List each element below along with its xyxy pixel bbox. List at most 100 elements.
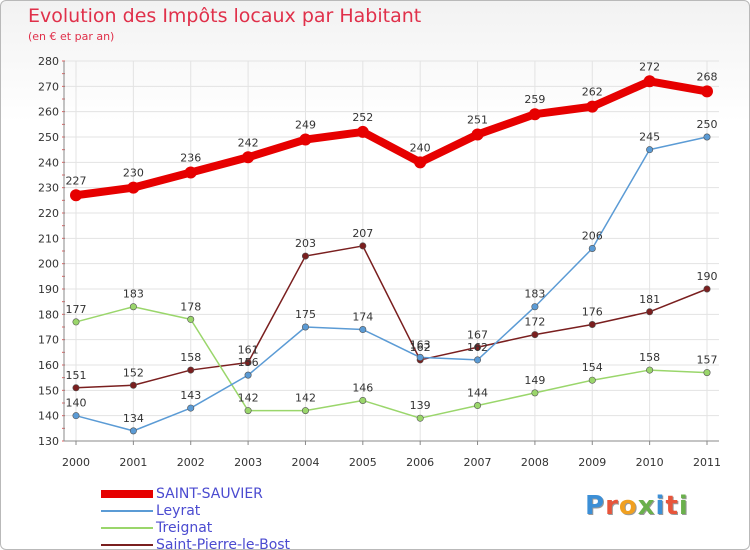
data-point-saint-sauvier [528,108,541,121]
series-line-treignat [75,305,708,419]
data-point-saint-pierre-le-bost [72,384,80,392]
y-tick-label: 150 [38,384,59,397]
data-point-saint-sauvier [184,166,197,179]
data-point-leyrat [646,146,654,154]
y-tick-label: 140 [38,410,59,423]
data-point-treignat [301,407,309,415]
data-point-leyrat [703,133,711,141]
data-point-saint-pierre-le-bost [703,285,711,293]
x-tick-label: 2009 [578,456,606,469]
y-tick-label: 160 [38,359,59,372]
data-label-treignat: 149 [524,374,545,387]
data-point-treignat [531,389,539,397]
data-point-leyrat [301,323,309,331]
data-label-treignat: 177 [66,303,87,316]
data-point-saint-sauvier [586,100,599,113]
data-label-treignat: 139 [410,399,431,412]
series-line-leyrat [75,136,708,432]
data-label-saint-sauvier: 262 [582,86,603,99]
data-label-leyrat: 206 [582,229,603,242]
data-point-treignat [359,396,367,404]
data-point-leyrat [474,356,482,364]
data-point-saint-pierre-le-bost [588,320,596,328]
data-point-treignat [646,366,654,374]
data-label-leyrat: 183 [524,288,545,301]
x-tick-label: 2008 [521,456,549,469]
data-point-saint-pierre-le-bost [474,343,482,351]
data-label-treignat: 183 [123,288,144,301]
data-label-saint-sauvier: 251 [467,113,488,126]
data-label-saint-sauvier: 230 [123,167,144,180]
data-point-leyrat [416,353,424,361]
axes: 130 140 150 160 170 180 190 200 210 220 230 240 250 2… [38,55,721,469]
x-tick-label: 2011 [693,456,721,469]
data-label-saint-sauvier: 252 [352,111,373,124]
legend-label-saint-pierre-le-bost: Saint-Pierre-le-Bost [156,537,291,550]
series-line-saint-sauvier [72,77,711,200]
data-label-treignat: 146 [352,381,373,394]
series-line-saint-pierre-le-bost [75,245,708,389]
data-point-treignat [244,407,252,415]
data-label-leyrat: 250 [697,118,718,131]
data-labels: 151 1521581612032071621671721761811901771… [66,60,718,425]
grid-lines [64,60,719,442]
data-label-saint-pierre-le-bost: 158 [180,351,201,364]
data-label-saint-sauvier: 268 [697,70,718,83]
data-point-treignat [416,414,424,422]
data-label-saint-sauvier: 249 [295,119,316,132]
data-point-leyrat [244,371,252,379]
data-label-treignat: 158 [639,351,660,364]
data-point-saint-pierre-le-bost [301,252,309,260]
data-point-saint-sauvier [242,151,255,164]
data-label-leyrat: 174 [352,311,373,324]
series-lines [70,75,713,435]
proxiti-logo: Proxiti [585,491,689,521]
data-label-leyrat: 245 [639,131,660,144]
data-label-leyrat: 162 [467,341,488,354]
data-label-saint-pierre-le-bost: 162 [410,341,431,354]
data-label-treignat: 154 [582,361,603,374]
x-tick-label: 2003 [234,456,262,469]
data-label-treignat: 178 [180,300,201,313]
data-label-treignat: 144 [467,387,488,400]
data-point-leyrat [72,412,80,420]
data-point-treignat [129,303,137,311]
data-point-saint-pierre-le-bost [244,358,252,366]
data-point-saint-pierre-le-bost [531,331,539,339]
x-tick-label: 2005 [349,456,377,469]
data-point-saint-sauvier [414,156,427,169]
chart-subtitle: (en € et par an) [28,30,115,43]
y-tick-label: 210 [38,232,59,245]
y-tick-label: 230 [38,182,59,195]
data-label-saint-sauvier: 242 [238,136,259,149]
data-label-leyrat: 156 [238,356,259,369]
x-tick-label: 2007 [464,456,492,469]
data-label-saint-pierre-le-bost: 172 [524,316,545,329]
data-point-saint-sauvier [356,125,369,138]
data-point-leyrat [129,427,137,435]
legend-swatch-saint-pierre-le-bost [101,544,153,546]
data-point-treignat [72,318,80,326]
data-label-saint-pierre-le-bost: 181 [639,293,660,306]
data-point-leyrat [588,244,596,252]
data-point-saint-sauvier [471,128,484,141]
x-tick-label: 2006 [406,456,434,469]
data-point-saint-sauvier [70,189,82,202]
data-label-leyrat: 163 [410,338,431,351]
data-point-treignat [187,315,195,323]
x-tick-label: 2010 [636,456,664,469]
legend-label-leyrat: Leyrat [156,503,201,519]
data-label-leyrat: 140 [66,397,87,410]
data-label-saint-pierre-le-bost: 152 [123,366,144,379]
legend-swatch-treignat [101,527,153,529]
data-point-treignat [474,402,482,410]
data-point-saint-pierre-le-bost [129,381,137,389]
y-tick-label: 220 [38,207,59,220]
legend-label-treignat: Treignat [156,520,213,536]
data-label-leyrat: 175 [295,308,316,321]
chart-title: Evolution des Impôts locaux par Habitant [28,5,422,27]
x-tick-label: 2001 [119,456,147,469]
x-tick-label: 2000 [62,456,90,469]
data-point-saint-pierre-le-bost [359,242,367,250]
